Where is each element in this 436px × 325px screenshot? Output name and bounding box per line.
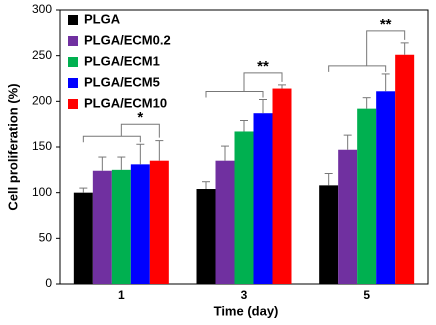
bracket [328, 65, 387, 72]
x-tick-label: 1 [118, 288, 125, 302]
y-tick-label: 0 [45, 276, 52, 290]
annotation: ** [257, 58, 269, 75]
legend-label: PLGA/ECM10 [84, 95, 167, 110]
legend-swatch [68, 78, 78, 88]
bar [319, 185, 339, 284]
bar [215, 160, 235, 284]
bracket [82, 135, 141, 143]
bar [111, 169, 131, 284]
y-tick-label: 50 [39, 231, 53, 245]
bar [196, 189, 216, 284]
bracket [120, 123, 160, 138]
bar [234, 131, 254, 284]
x-tick-label: 5 [363, 288, 370, 302]
legend-swatch [68, 99, 78, 109]
y-tick-label: 200 [32, 94, 52, 108]
legend-label: PLGA/ECM5 [84, 74, 160, 89]
bar [130, 164, 150, 284]
bar [338, 149, 358, 284]
bar [395, 54, 415, 285]
legend-swatch [68, 57, 78, 67]
x-tick-label: 3 [241, 288, 248, 302]
annotation: * [137, 109, 143, 126]
y-tick-label: 250 [32, 48, 52, 62]
bar [272, 88, 292, 285]
bar [376, 91, 396, 284]
bracket [205, 91, 264, 98]
y-axis-label: Cell proliferation (%) [5, 83, 20, 210]
bracket [243, 72, 283, 92]
x-axis-label: Time (day) [214, 303, 279, 318]
bar [357, 108, 377, 284]
legend-swatch [68, 36, 78, 46]
y-tick-label: 150 [32, 139, 52, 153]
legend-label: PLGA/ECM1 [84, 53, 160, 68]
y-tick-label: 100 [32, 185, 52, 199]
legend-label: PLGA/ECM0.2 [84, 32, 171, 47]
bar [149, 160, 169, 284]
bar [253, 113, 273, 284]
legend-swatch [68, 15, 78, 25]
bar [92, 170, 112, 284]
legend-label: PLGA [84, 11, 121, 26]
bracket [366, 30, 406, 66]
annotation: ** [380, 16, 392, 33]
bar [73, 192, 93, 284]
y-tick-label: 300 [32, 2, 52, 16]
